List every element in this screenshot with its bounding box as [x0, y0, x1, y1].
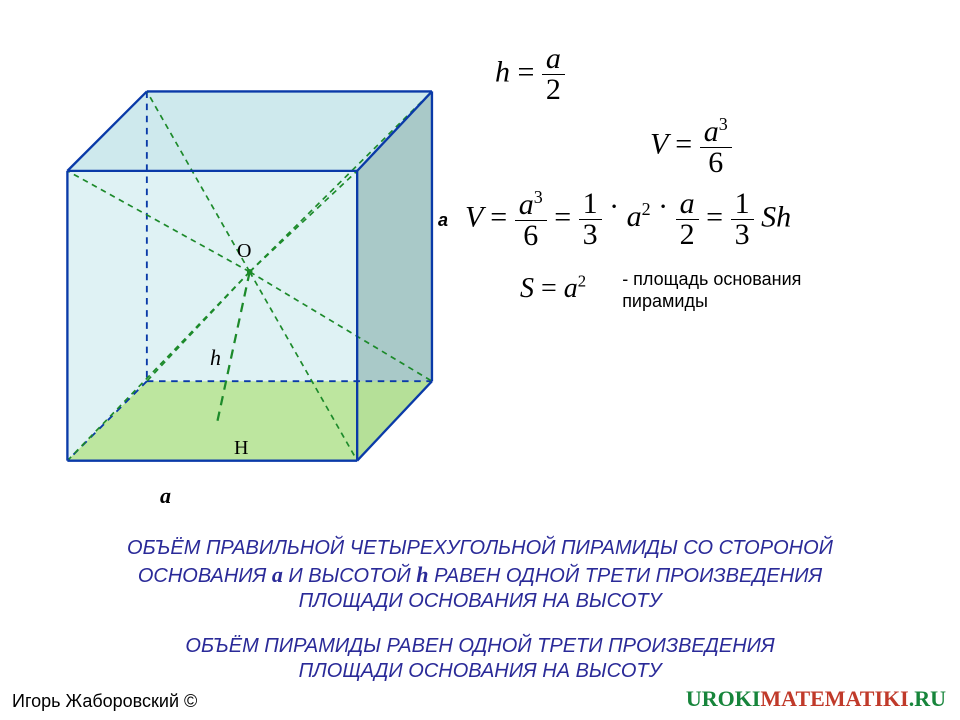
f3-tail: Sh — [761, 200, 791, 233]
site-credit: UROKIMATEMATIKI.RU — [686, 686, 946, 712]
author-credit: Игорь Жаборовский © — [12, 691, 197, 712]
cap-line1: ОБЪЁМ ПРАВИЛЬНОЙ ЧЕТЫРЕХУГОЛЬНОЙ ПИРАМИД… — [0, 537, 960, 560]
f3-t4d: 3 — [731, 220, 754, 250]
cap-line2: ОСНОВАНИЯ a И ВЫСОТОЙ h РАВЕН ОДНОЙ ТРЕТ… — [0, 562, 960, 588]
f3-t1n: a3 — [519, 188, 543, 221]
caption-block: ОБЪЁМ ПРАВИЛЬНОЙ ЧЕТЫРЕХУГОЛЬНОЙ ПИРАМИД… — [0, 535, 960, 685]
site-p1: UROKI — [686, 686, 761, 711]
f4-lhs: S — [520, 273, 534, 304]
f2-lhs: V — [650, 127, 668, 160]
f2-num: a3 — [704, 115, 728, 148]
formula-h: h = a 2 — [495, 44, 945, 105]
formula-block: h = a 2 V = a3 6 V = a3 6 = — [465, 40, 945, 322]
s-note: - площадь основания пирамиды — [622, 269, 842, 312]
site-p3: .RU — [909, 686, 946, 711]
f3-t1d: 6 — [515, 221, 547, 251]
f4-rhs: a2 — [564, 273, 586, 304]
f1-num: a — [542, 44, 565, 75]
apex-point — [247, 269, 253, 275]
label-h: h — [210, 345, 221, 371]
f1-den: 2 — [542, 75, 565, 105]
cap-line4: ОБЪЁМ ПИРАМИДЫ РАВЕН ОДНОЙ ТРЕТИ ПРОИЗВЕ… — [0, 635, 960, 658]
f3-t3n: a — [676, 189, 699, 220]
f3-t2d: 3 — [579, 220, 602, 250]
formula-V1: V = a3 6 — [650, 115, 945, 178]
f3-t2n: 1 — [579, 189, 602, 220]
cap-line5: ПЛОЩАДИ ОСНОВАНИЯ НА ВЫСОТУ — [0, 660, 960, 683]
f3-lhs: V — [465, 200, 483, 233]
f3-t3d: 2 — [676, 220, 699, 250]
label-a-side: a — [438, 210, 448, 231]
formula-S: S = a2 - площадь основания пирамиды — [520, 269, 945, 312]
f1-lhs: h — [495, 55, 510, 88]
site-p2: MATEMATIKI — [760, 686, 908, 711]
formula-V2: V = a3 6 = 1 3 · a2 · a 2 = 1 3 — [465, 188, 945, 251]
f3-t4n: 1 — [731, 189, 754, 220]
label-a-bottom: a — [160, 483, 171, 509]
cap2-mid: И ВЫСОТОЙ — [283, 565, 416, 587]
cap2-pre: ОСНОВАНИЯ — [138, 565, 272, 587]
cap2-post: РАВЕН ОДНОЙ ТРЕТИ ПРОИЗВЕДЕНИЯ — [429, 565, 823, 587]
cap2-a: a — [272, 562, 283, 587]
cap-line3: ПЛОЩАДИ ОСНОВАНИЯ НА ВЫСОТУ — [0, 590, 960, 613]
label-H: H — [234, 437, 248, 460]
f3-mid: a2 — [627, 200, 651, 233]
cap2-h: h — [416, 562, 428, 587]
f2-den: 6 — [700, 148, 732, 178]
label-O: O — [237, 240, 251, 263]
